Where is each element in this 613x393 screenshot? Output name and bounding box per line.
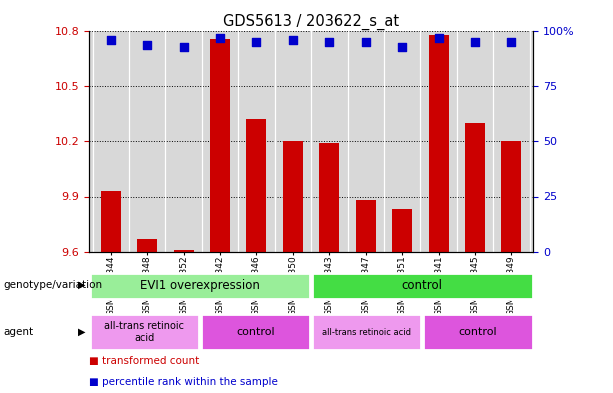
Bar xyxy=(312,273,533,299)
Point xyxy=(397,44,407,50)
Bar xyxy=(501,141,522,252)
Point xyxy=(106,37,116,43)
Bar xyxy=(465,123,485,252)
Text: ▶: ▶ xyxy=(78,280,85,290)
Bar xyxy=(428,35,449,252)
Point xyxy=(506,39,516,46)
Bar xyxy=(246,119,267,252)
Point xyxy=(142,42,152,48)
Bar xyxy=(283,141,303,252)
Text: agent: agent xyxy=(3,327,33,337)
Bar xyxy=(210,39,230,252)
Text: all-trans retinoic
acid: all-trans retinoic acid xyxy=(104,321,185,343)
Bar xyxy=(356,200,376,252)
Bar xyxy=(423,314,533,350)
Point xyxy=(179,44,189,50)
Bar xyxy=(319,143,340,252)
Point xyxy=(324,39,334,46)
Text: ■ transformed count: ■ transformed count xyxy=(89,356,199,366)
Point xyxy=(288,37,298,43)
Point xyxy=(215,35,225,41)
Text: ■ percentile rank within the sample: ■ percentile rank within the sample xyxy=(89,377,278,387)
Bar xyxy=(89,273,310,299)
Text: genotype/variation: genotype/variation xyxy=(3,280,102,290)
Bar xyxy=(173,250,194,252)
Text: control: control xyxy=(236,327,275,337)
Bar xyxy=(101,191,121,252)
Text: ▶: ▶ xyxy=(78,327,85,337)
Text: all-trans retinoic acid: all-trans retinoic acid xyxy=(322,328,411,336)
Bar xyxy=(312,314,422,350)
Text: control: control xyxy=(459,327,497,337)
Point xyxy=(470,39,480,46)
Bar xyxy=(89,314,199,350)
Point xyxy=(361,39,371,46)
Bar xyxy=(200,314,310,350)
Text: EVI1 overexpression: EVI1 overexpression xyxy=(140,279,260,292)
Point xyxy=(251,39,261,46)
Bar xyxy=(137,239,157,252)
Title: GDS5613 / 203622_s_at: GDS5613 / 203622_s_at xyxy=(223,14,399,30)
Point xyxy=(433,35,443,41)
Text: control: control xyxy=(402,279,443,292)
Bar xyxy=(392,209,412,252)
